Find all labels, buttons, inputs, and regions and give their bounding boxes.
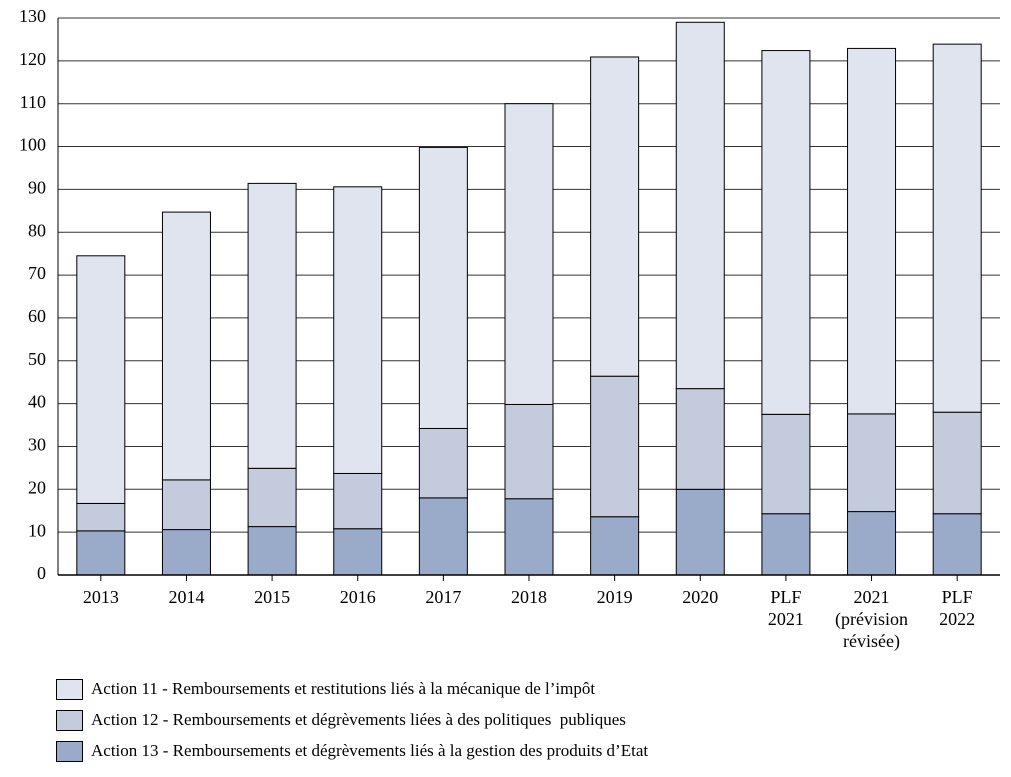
bar-segment: [932, 411, 982, 515]
x-tick-label: 2014: [168, 587, 205, 607]
bar-segment: [761, 513, 811, 576]
legend-label: Action 13 - Remboursements et dégrèvemen…: [91, 741, 649, 760]
bar-segment: [247, 182, 297, 469]
y-tick-label: 20: [28, 477, 46, 497]
bar-segment: [504, 403, 554, 500]
y-tick-label: 30: [28, 435, 46, 455]
y-tick-label: 90: [28, 178, 46, 198]
bar-segment: [675, 488, 725, 576]
legend-label: Action 11 - Remboursements et restitutio…: [91, 679, 596, 698]
bar-segment: [847, 511, 897, 576]
bar-segment: [247, 526, 297, 576]
bar-segment: [161, 211, 211, 481]
bar-segment: [590, 375, 640, 518]
bar-segment: [333, 186, 383, 474]
bar-segment: [761, 50, 811, 415]
y-tick-label: 110: [20, 92, 46, 112]
y-tick-label: 0: [37, 563, 46, 583]
bar-segment: [333, 528, 383, 576]
bar-segment: [504, 498, 554, 576]
y-tick-label: 40: [28, 392, 46, 412]
bar-segment: [590, 56, 640, 377]
y-tick-label: 130: [19, 6, 46, 26]
x-tick-label: PLF 2021: [767, 587, 804, 629]
bar-segment: [847, 47, 897, 415]
bar-segment: [161, 479, 211, 531]
y-tick-label: 80: [28, 220, 46, 240]
y-tick-label: 100: [19, 135, 46, 155]
x-tick-label: 2016: [339, 587, 376, 607]
bar-segment: [418, 427, 468, 499]
bar-segment: [76, 255, 126, 504]
bar-segment: [761, 413, 811, 515]
x-tick-label: 2017: [425, 587, 462, 607]
bar-segment: [333, 472, 383, 530]
y-tick-label: 50: [28, 349, 46, 369]
bar-segment: [932, 43, 982, 413]
y-tick-label: 60: [28, 306, 46, 326]
legend-swatch: [56, 740, 83, 762]
bar-segment: [247, 467, 297, 528]
bar-segment: [675, 388, 725, 490]
y-tick-label: 120: [19, 49, 46, 69]
bar-segment: [76, 530, 126, 576]
x-tick-label: 2019: [596, 587, 633, 607]
bar-segment: [847, 413, 897, 513]
bar-segment: [418, 146, 468, 429]
x-tick-label: 2020: [682, 587, 719, 607]
bar-segment: [590, 516, 640, 576]
legend-swatch: [56, 709, 83, 731]
legend-item: Action 11 - Remboursements et restitutio…: [56, 677, 595, 701]
x-tick-label: PLF 2022: [939, 587, 976, 629]
bar-segment: [932, 513, 982, 576]
y-tick-label: 10: [28, 520, 46, 540]
legend-label: Action 12 - Remboursements et dégrèvemen…: [91, 710, 626, 729]
x-tick-label: 2021 (prévision révisée): [835, 587, 909, 651]
bar-segment: [675, 21, 725, 390]
bar-segment: [418, 497, 468, 576]
x-tick-label: 2015: [254, 587, 291, 607]
bar-segment: [504, 103, 554, 405]
x-tick-label: 2018: [511, 587, 547, 607]
legend-swatch: [56, 678, 83, 700]
legend-item: Action 13 - Remboursements et dégrèvemen…: [56, 739, 648, 763]
legend-item: Action 12 - Remboursements et dégrèvemen…: [56, 708, 626, 732]
bar-segment: [76, 502, 126, 532]
bar-segment: [161, 529, 211, 576]
y-tick-label: 70: [28, 263, 46, 283]
x-tick-label: 2013: [82, 587, 119, 607]
